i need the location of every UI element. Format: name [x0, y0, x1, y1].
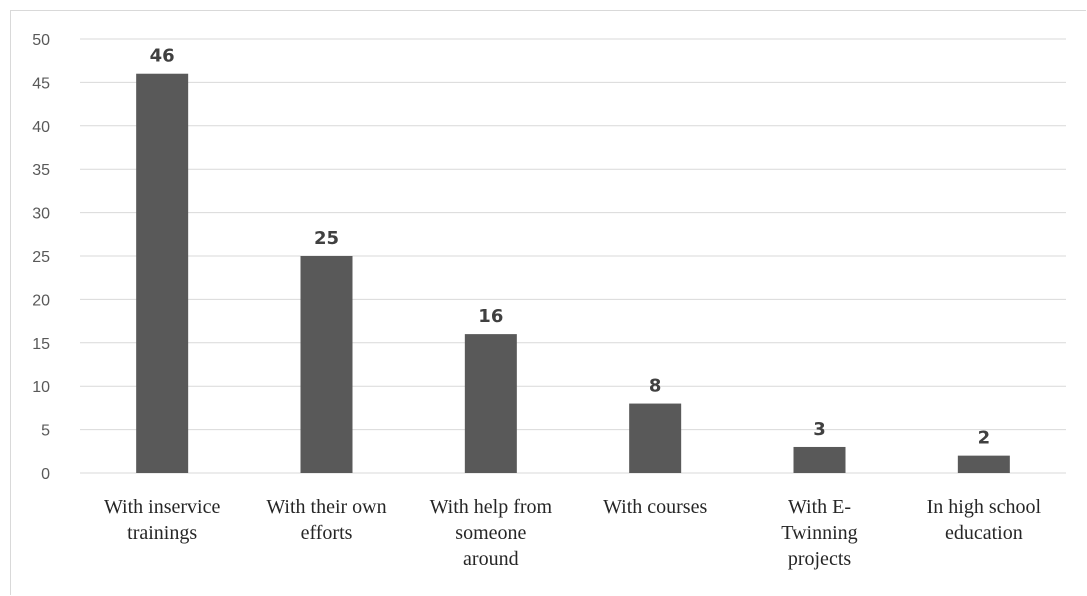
bars	[136, 73, 1010, 473]
bar	[793, 446, 846, 473]
x-tick-label: With help from someone around	[430, 496, 553, 570]
data-labels: 46 25 16 8 3 2	[150, 46, 990, 449]
data-label: 2	[978, 428, 991, 449]
y-tick-label: 10	[32, 379, 50, 396]
data-label: 8	[649, 376, 662, 397]
chart-frame	[10, 10, 1086, 595]
y-tick-label: 45	[32, 75, 50, 92]
x-axis: With inservice trainings With their own eff…	[104, 496, 1042, 570]
data-label: 16	[478, 306, 503, 327]
y-tick-label: 40	[32, 119, 50, 136]
x-tick-label: With inservice trainings	[104, 496, 221, 544]
y-tick-label: 35	[32, 162, 50, 179]
x-tick-label: In high school education	[927, 496, 1042, 544]
y-tick-label: 20	[32, 292, 50, 309]
y-tick-label: 30	[32, 206, 50, 223]
data-label: 25	[314, 228, 339, 249]
bar	[629, 403, 682, 473]
y-tick-label: 0	[41, 466, 50, 483]
bar	[957, 455, 1010, 473]
data-label: 3	[813, 419, 826, 440]
bar	[136, 73, 189, 473]
bar	[464, 334, 517, 473]
x-tick-label: With E-Twinning projects	[781, 496, 857, 570]
y-axis: 0 5 10 15 20 25 30 35 40 45 50	[32, 32, 50, 483]
gridlines	[80, 38, 1066, 474]
x-tick-label: With their own efforts	[266, 496, 386, 544]
y-tick-label: 25	[32, 249, 50, 266]
data-label: 46	[150, 46, 175, 67]
y-tick-label: 5	[41, 423, 50, 440]
y-tick-label: 50	[32, 32, 50, 49]
y-tick-label: 15	[32, 336, 50, 353]
bar	[300, 256, 353, 473]
x-tick-label: With courses	[603, 496, 707, 518]
